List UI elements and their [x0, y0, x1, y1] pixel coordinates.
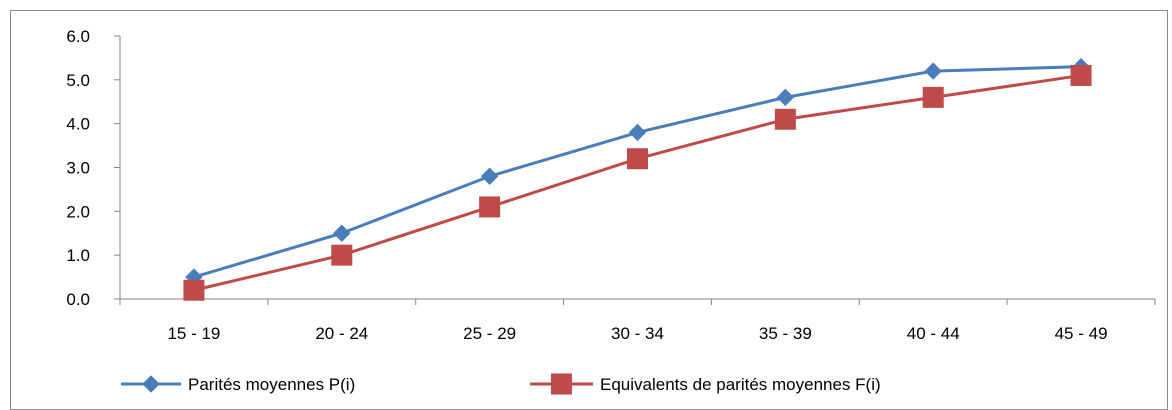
series-1: [185, 57, 1090, 286]
legend-item-1: Parités moyennes P(i): [121, 375, 355, 394]
chart-frame: [10, 10, 1168, 410]
series-2-line: [193, 73, 1082, 292]
series-2-marker: [1070, 64, 1092, 86]
x-tick-label: 35 - 39: [759, 324, 812, 343]
series-1-line: [193, 65, 1082, 279]
series-2: [183, 64, 1092, 301]
y-tick-label: 1.0: [66, 246, 90, 265]
legend-label: Equivalents de parités moyennes F(i): [600, 375, 881, 394]
series-1-marker: [776, 88, 795, 107]
series-1-marker: [628, 123, 647, 142]
y-tick-label: 5.0: [66, 71, 90, 90]
y-tick-label: 0.0: [66, 290, 90, 309]
series-2-marker: [627, 148, 648, 170]
legend-2-marker: [551, 373, 572, 395]
x-tick-label: 45 - 49: [1055, 324, 1108, 343]
legend-label: Parités moyennes P(i): [188, 375, 355, 394]
x-tick-label: 20 - 24: [315, 324, 368, 343]
axes: 0.0 1.0 2.0 3.0 4.0 5.0 6.0 15 - 19 20 - 24 25 - …: [66, 27, 1156, 343]
series-1-marker: [924, 62, 942, 80]
x-tick-label: 15 - 19: [167, 324, 220, 343]
y-tick-label: 6.0: [66, 27, 90, 46]
series-2-marker: [183, 279, 205, 301]
series-2-marker: [331, 244, 353, 266]
x-tick-label: 30 - 34: [611, 324, 664, 343]
x-tick-label: 25 - 29: [463, 324, 516, 343]
x-tick-label: 40 - 44: [907, 324, 960, 343]
series-1-marker: [480, 167, 499, 185]
legend-1-marker: [142, 375, 160, 393]
series-2-marker: [479, 196, 501, 218]
y-tick-label: 2.0: [66, 202, 90, 221]
y-tick-label: 4.0: [66, 115, 90, 134]
y-tick-label: 3.0: [66, 159, 90, 178]
legend: Parités moyennes P(i) Equivalents de pari…: [121, 373, 881, 395]
series-2-marker: [774, 108, 796, 130]
series-2-marker: [922, 86, 944, 108]
series-1-marker: [333, 224, 351, 242]
legend-item-2: Equivalents de parités moyennes F(i): [530, 373, 881, 395]
series-layer: [183, 57, 1092, 301]
